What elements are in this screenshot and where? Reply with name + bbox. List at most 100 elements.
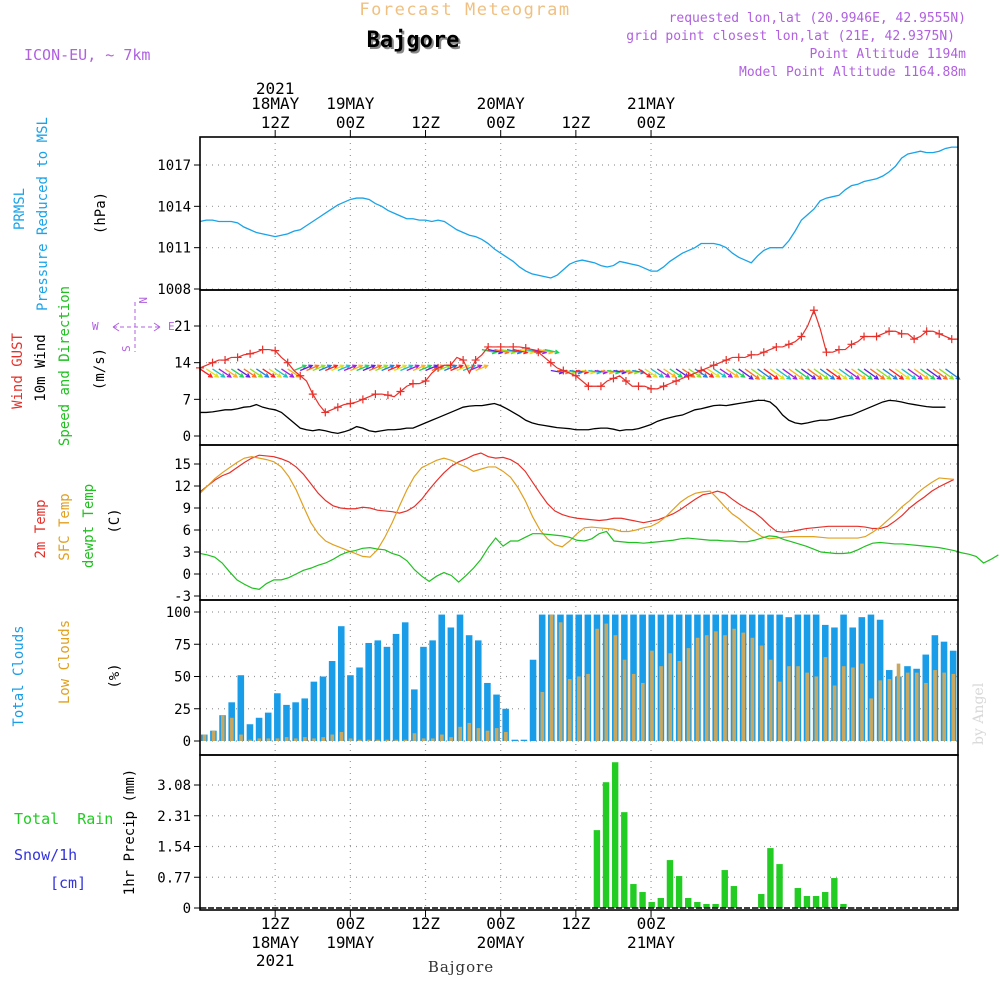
- wind-arrow: [876, 368, 891, 380]
- low-cloud-bar: [659, 666, 663, 741]
- rain-bar: [822, 892, 829, 908]
- wind-arrow-head: [715, 373, 721, 378]
- wind-arrow-head: [383, 364, 389, 370]
- point-altitude: Point Altitude 1194m: [809, 47, 966, 62]
- y-tick-label: 3: [183, 545, 191, 561]
- wind-arrow-head: [924, 375, 930, 380]
- rain-bar: [703, 904, 710, 908]
- wind-arrow: [801, 368, 816, 380]
- low-cloud-bar: [476, 728, 481, 741]
- wind-arrow: [807, 368, 823, 380]
- wind-arrow: [550, 369, 563, 374]
- y-tick-label: 100: [166, 605, 191, 621]
- rain-bar: [639, 892, 646, 908]
- y-tick-label: 0: [183, 429, 191, 445]
- gust-marker: [784, 340, 793, 349]
- t2m-line: [199, 452, 955, 533]
- wind-arrow: [500, 348, 515, 354]
- wind-arrow-head: [326, 364, 333, 370]
- snow-unit-label: [cm]: [50, 874, 86, 892]
- low-cloud-bar: [832, 685, 837, 741]
- low-cloud-bar: [376, 739, 380, 741]
- wind-arrow: [644, 368, 658, 378]
- low-cloud-bar: [914, 672, 919, 741]
- low-cloud-bar: [558, 622, 563, 741]
- wind-arrow: [243, 368, 257, 378]
- rain-bar: [621, 812, 628, 908]
- gust-marker: [847, 340, 856, 349]
- wind-arrow: [788, 368, 804, 380]
- rain-bar: [840, 904, 847, 908]
- wind-arrow: [882, 368, 898, 380]
- gust-marker: [459, 356, 468, 365]
- gust-marker: [659, 382, 668, 391]
- low-cloud-bar: [330, 734, 335, 741]
- wind-arrow-head: [754, 375, 761, 380]
- precip-panel: 0 0.77 1.54 2.31 3.08: [157, 754, 959, 917]
- wind-arrow: [945, 368, 960, 380]
- gust-marker: [584, 382, 593, 391]
- top-axis-label: 20MAY: [477, 94, 526, 113]
- wind-arrow-head: [245, 373, 251, 378]
- wind-arrow: [750, 368, 766, 380]
- bottom-axis-label: 00Z: [336, 914, 365, 933]
- wind-arrow: [506, 348, 522, 354]
- y-tick-label: 50: [174, 670, 191, 686]
- gust-marker: [797, 332, 806, 341]
- gust-marker: [747, 350, 756, 359]
- total-cloud-bar: [383, 646, 391, 741]
- wind-arrow: [281, 368, 294, 378]
- total-cloud-bar: [867, 614, 875, 741]
- low-cloud-bar: [367, 739, 371, 741]
- gust-marker: [559, 366, 568, 375]
- wind-arrow: [656, 368, 670, 378]
- y-tick-label: 9: [183, 501, 191, 517]
- low-cloud-bar: [577, 676, 581, 741]
- top-axis-label: 12Z: [261, 113, 290, 132]
- requested-coords: requested lon,lat (20.9946E, 42.9555N): [669, 11, 966, 26]
- y-tick-label: 21: [174, 319, 191, 335]
- wind-arrow: [262, 368, 276, 378]
- gust-marker: [910, 335, 919, 344]
- wind-arrow: [819, 368, 835, 380]
- low-cloud-bar: [440, 734, 444, 741]
- wind-arrow: [481, 348, 497, 354]
- total-cloud-bar: [520, 739, 528, 741]
- gust-marker: [258, 345, 267, 354]
- gust-marker: [333, 403, 342, 412]
- wind-arrow-head: [395, 364, 402, 370]
- wind-arrow-head: [727, 373, 734, 378]
- wind-arrow: [619, 369, 632, 374]
- total-cloud-bar: [429, 640, 436, 741]
- rain-bar: [831, 878, 838, 908]
- low-cloud-bar: [905, 672, 910, 741]
- top-axis-label: 00Z: [637, 113, 666, 132]
- wind-arrow-head: [748, 375, 754, 380]
- rain-bar: [712, 904, 719, 908]
- wind-arrow: [932, 368, 948, 380]
- wind-arrow: [588, 369, 601, 374]
- wind-arrow-head: [477, 364, 483, 370]
- rain-bar: [776, 864, 783, 908]
- rain-bar: [630, 884, 637, 908]
- gust-marker: [246, 349, 255, 358]
- wind-arrow-head: [761, 375, 767, 380]
- wind-arrow-head: [873, 375, 880, 380]
- gust-marker: [860, 332, 869, 341]
- pressure-panel: 1008 1011 1014 1017: [157, 136, 959, 298]
- wind-arrow: [844, 368, 860, 380]
- wind-arrow-head: [936, 375, 942, 380]
- low-cloud-bar: [933, 670, 937, 741]
- wind-arrow: [437, 364, 451, 372]
- wind-arrow: [538, 348, 553, 354]
- wind-arrow: [851, 368, 866, 380]
- wind-arrow: [926, 368, 942, 380]
- tsfc-label: SFC Temp: [57, 493, 73, 560]
- wind-arrow-head: [427, 364, 433, 370]
- wind-arrow: [869, 368, 885, 380]
- wind-arrow-head: [276, 373, 283, 378]
- wind-arrow: [237, 368, 250, 378]
- gust-marker: [609, 374, 618, 383]
- dewpt-line: [199, 530, 999, 591]
- wind-arrow: [763, 368, 779, 380]
